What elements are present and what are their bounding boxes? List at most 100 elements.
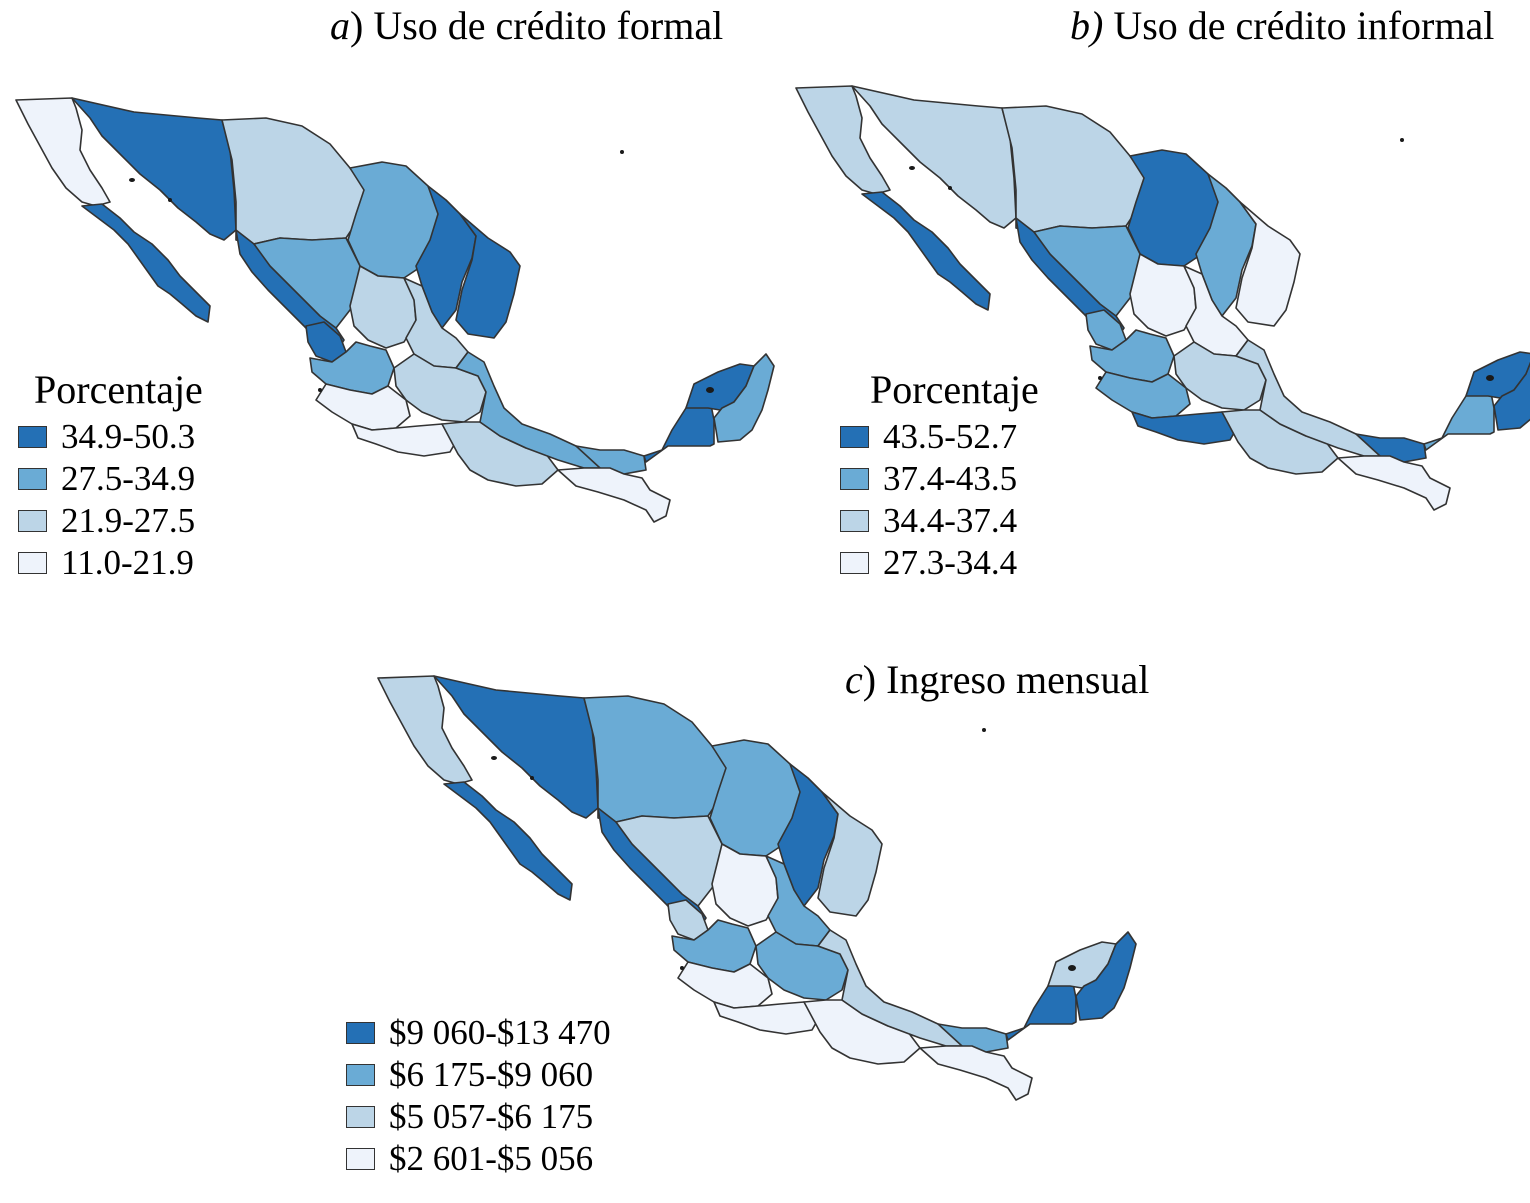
island-dot xyxy=(982,728,986,732)
legend-swatch xyxy=(840,510,869,532)
island-dot xyxy=(680,966,684,970)
state-bcn xyxy=(15,97,111,207)
state-coah xyxy=(1127,149,1221,267)
state-tamps xyxy=(455,213,521,339)
legend-label: $5 057-$6 175 xyxy=(389,1097,594,1136)
legend-b-item: 37.4-43.5 xyxy=(840,458,1039,500)
island-dot xyxy=(491,756,497,760)
legend-b: Porcentaje 43.5-52.7 37.4-43.5 34.4-37.4… xyxy=(840,368,1039,584)
island-dot xyxy=(948,186,952,190)
legend-label: 27.3-34.4 xyxy=(883,543,1018,582)
state-bcs xyxy=(81,203,211,323)
island-dot xyxy=(1098,376,1102,380)
state-mich xyxy=(1095,371,1191,419)
state-son xyxy=(851,85,1017,229)
legend-c-item: $2 601-$5 056 xyxy=(346,1138,611,1180)
state-coah xyxy=(709,739,803,857)
state-chih xyxy=(221,117,367,245)
panel-c-tag: c xyxy=(845,657,863,702)
state-bcn xyxy=(377,675,473,785)
legend-swatch xyxy=(346,1064,375,1086)
state-mich xyxy=(315,383,411,431)
legend-swatch xyxy=(346,1022,375,1044)
panel-c-title: c) Ingreso mensual xyxy=(845,660,1149,700)
state-zac xyxy=(349,265,417,349)
legend-label: $9 060-$13 470 xyxy=(389,1013,611,1052)
legend-label: 34.4-37.4 xyxy=(883,501,1018,540)
state-chis xyxy=(1337,455,1451,511)
legend-label: 21.9-27.5 xyxy=(61,501,196,540)
legend-label: $6 175-$9 060 xyxy=(389,1055,594,1094)
legend-b-item: 27.3-34.4 xyxy=(840,542,1039,584)
state-zac xyxy=(1129,253,1197,337)
legend-swatch xyxy=(840,426,869,448)
island-dot xyxy=(1486,375,1494,381)
legend-b-item: 34.4-37.4 xyxy=(840,500,1039,542)
legend-swatch xyxy=(18,426,47,448)
state-gro xyxy=(351,423,459,457)
legend-swatch xyxy=(18,468,47,490)
island-dot xyxy=(620,150,624,154)
legend-label: 43.5-52.7 xyxy=(883,417,1018,456)
legend-b-title: Porcentaje xyxy=(870,367,1039,412)
state-tamps xyxy=(817,791,883,917)
legend-c: $9 060-$13 470 $6 175-$9 060 $5 057-$6 1… xyxy=(346,1012,611,1180)
legend-a-item: 21.9-27.5 xyxy=(18,500,203,542)
state-gro xyxy=(1131,411,1239,445)
state-coah xyxy=(347,161,441,279)
panel-b-title-text: Uso de crédito informal xyxy=(1103,3,1495,48)
legend-swatch xyxy=(840,468,869,490)
legend-label: 34.9-50.3 xyxy=(61,417,196,456)
island-dot xyxy=(1400,138,1404,142)
state-son xyxy=(433,675,599,819)
panel-a-title-text: ) Uso de crédito formal xyxy=(350,3,724,48)
state-chis xyxy=(919,1045,1033,1101)
map-a xyxy=(15,97,775,523)
island-dot xyxy=(318,388,322,392)
legend-label: 37.4-43.5 xyxy=(883,459,1018,498)
state-bcn xyxy=(795,85,891,195)
legend-a: Porcentaje 34.9-50.3 27.5-34.9 21.9-27.5… xyxy=(18,368,203,584)
island-dot xyxy=(129,178,135,182)
legend-c-item: $9 060-$13 470 xyxy=(346,1012,611,1054)
island-dot xyxy=(168,198,172,202)
panel-b-title: b) Uso de crédito informal xyxy=(1070,6,1494,46)
state-chih xyxy=(1001,105,1147,233)
state-chis xyxy=(557,467,671,523)
map-c xyxy=(377,675,1137,1101)
state-qroo xyxy=(1493,361,1530,431)
state-zac xyxy=(711,843,779,927)
island-dot xyxy=(1068,965,1076,971)
state-qroo xyxy=(1075,931,1137,1021)
legend-swatch xyxy=(346,1148,375,1170)
state-chih xyxy=(583,695,729,823)
map-b xyxy=(795,85,1530,511)
legend-c-item: $5 057-$6 175 xyxy=(346,1096,611,1138)
legend-a-item: 11.0-21.9 xyxy=(18,542,203,584)
legend-a-item: 27.5-34.9 xyxy=(18,458,203,500)
state-tamps xyxy=(1235,201,1301,327)
legend-a-title: Porcentaje xyxy=(34,367,203,412)
panel-c-title-text: ) Ingreso mensual xyxy=(862,657,1150,702)
panel-a-tag: a xyxy=(330,3,350,48)
legend-swatch xyxy=(840,552,869,574)
legend-swatch xyxy=(18,510,47,532)
island-dot xyxy=(909,166,915,170)
state-qroo xyxy=(713,353,775,443)
legend-c-item: $6 175-$9 060 xyxy=(346,1054,611,1096)
state-yuc xyxy=(1465,351,1530,399)
legend-label: $2 601-$5 056 xyxy=(389,1139,594,1178)
state-bcs xyxy=(861,191,991,311)
legend-swatch xyxy=(18,552,47,574)
panel-a-title: a) Uso de crédito formal xyxy=(330,6,723,46)
legend-a-item: 34.9-50.3 xyxy=(18,416,203,458)
legend-label: 27.5-34.9 xyxy=(61,459,196,498)
state-bcs xyxy=(443,781,573,901)
island-dot xyxy=(706,387,714,393)
legend-swatch xyxy=(346,1106,375,1128)
legend-label: 11.0-21.9 xyxy=(61,543,194,582)
legend-b-item: 43.5-52.7 xyxy=(840,416,1039,458)
state-gro xyxy=(713,1001,821,1035)
island-dot xyxy=(530,776,534,780)
state-son xyxy=(71,97,237,241)
